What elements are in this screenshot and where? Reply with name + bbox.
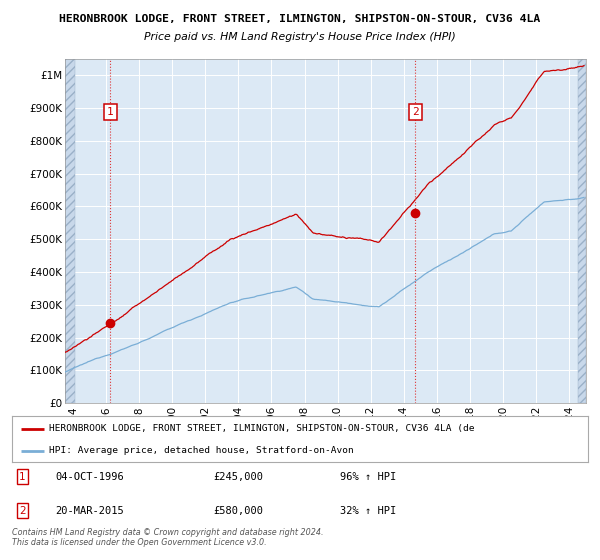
Text: 32% ↑ HPI: 32% ↑ HPI (340, 506, 397, 516)
Text: 96% ↑ HPI: 96% ↑ HPI (340, 472, 397, 482)
Text: 2: 2 (412, 107, 419, 117)
Text: This data is licensed under the Open Government Licence v3.0.: This data is licensed under the Open Gov… (12, 538, 266, 547)
Text: 2: 2 (19, 506, 26, 516)
Text: 20-MAR-2015: 20-MAR-2015 (55, 506, 124, 516)
Bar (65, 59, 75, 403)
Text: HERONBROOK LODGE, FRONT STREET, ILMINGTON, SHIPSTON-ON-STOUR, CV36 4LA (de: HERONBROOK LODGE, FRONT STREET, ILMINGTO… (49, 424, 475, 433)
Text: £245,000: £245,000 (214, 472, 263, 482)
Text: 1: 1 (19, 472, 26, 482)
Text: Contains HM Land Registry data © Crown copyright and database right 2024.: Contains HM Land Registry data © Crown c… (12, 528, 323, 536)
Text: Price paid vs. HM Land Registry's House Price Index (HPI): Price paid vs. HM Land Registry's House … (144, 32, 456, 42)
Text: HERONBROOK LODGE, FRONT STREET, ILMINGTON, SHIPSTON-ON-STOUR, CV36 4LA: HERONBROOK LODGE, FRONT STREET, ILMINGTO… (59, 14, 541, 24)
Text: 1: 1 (107, 107, 113, 117)
Text: £580,000: £580,000 (214, 506, 263, 516)
Bar (578, 59, 586, 403)
Text: HPI: Average price, detached house, Stratford-on-Avon: HPI: Average price, detached house, Stra… (49, 446, 354, 455)
Text: 04-OCT-1996: 04-OCT-1996 (55, 472, 124, 482)
